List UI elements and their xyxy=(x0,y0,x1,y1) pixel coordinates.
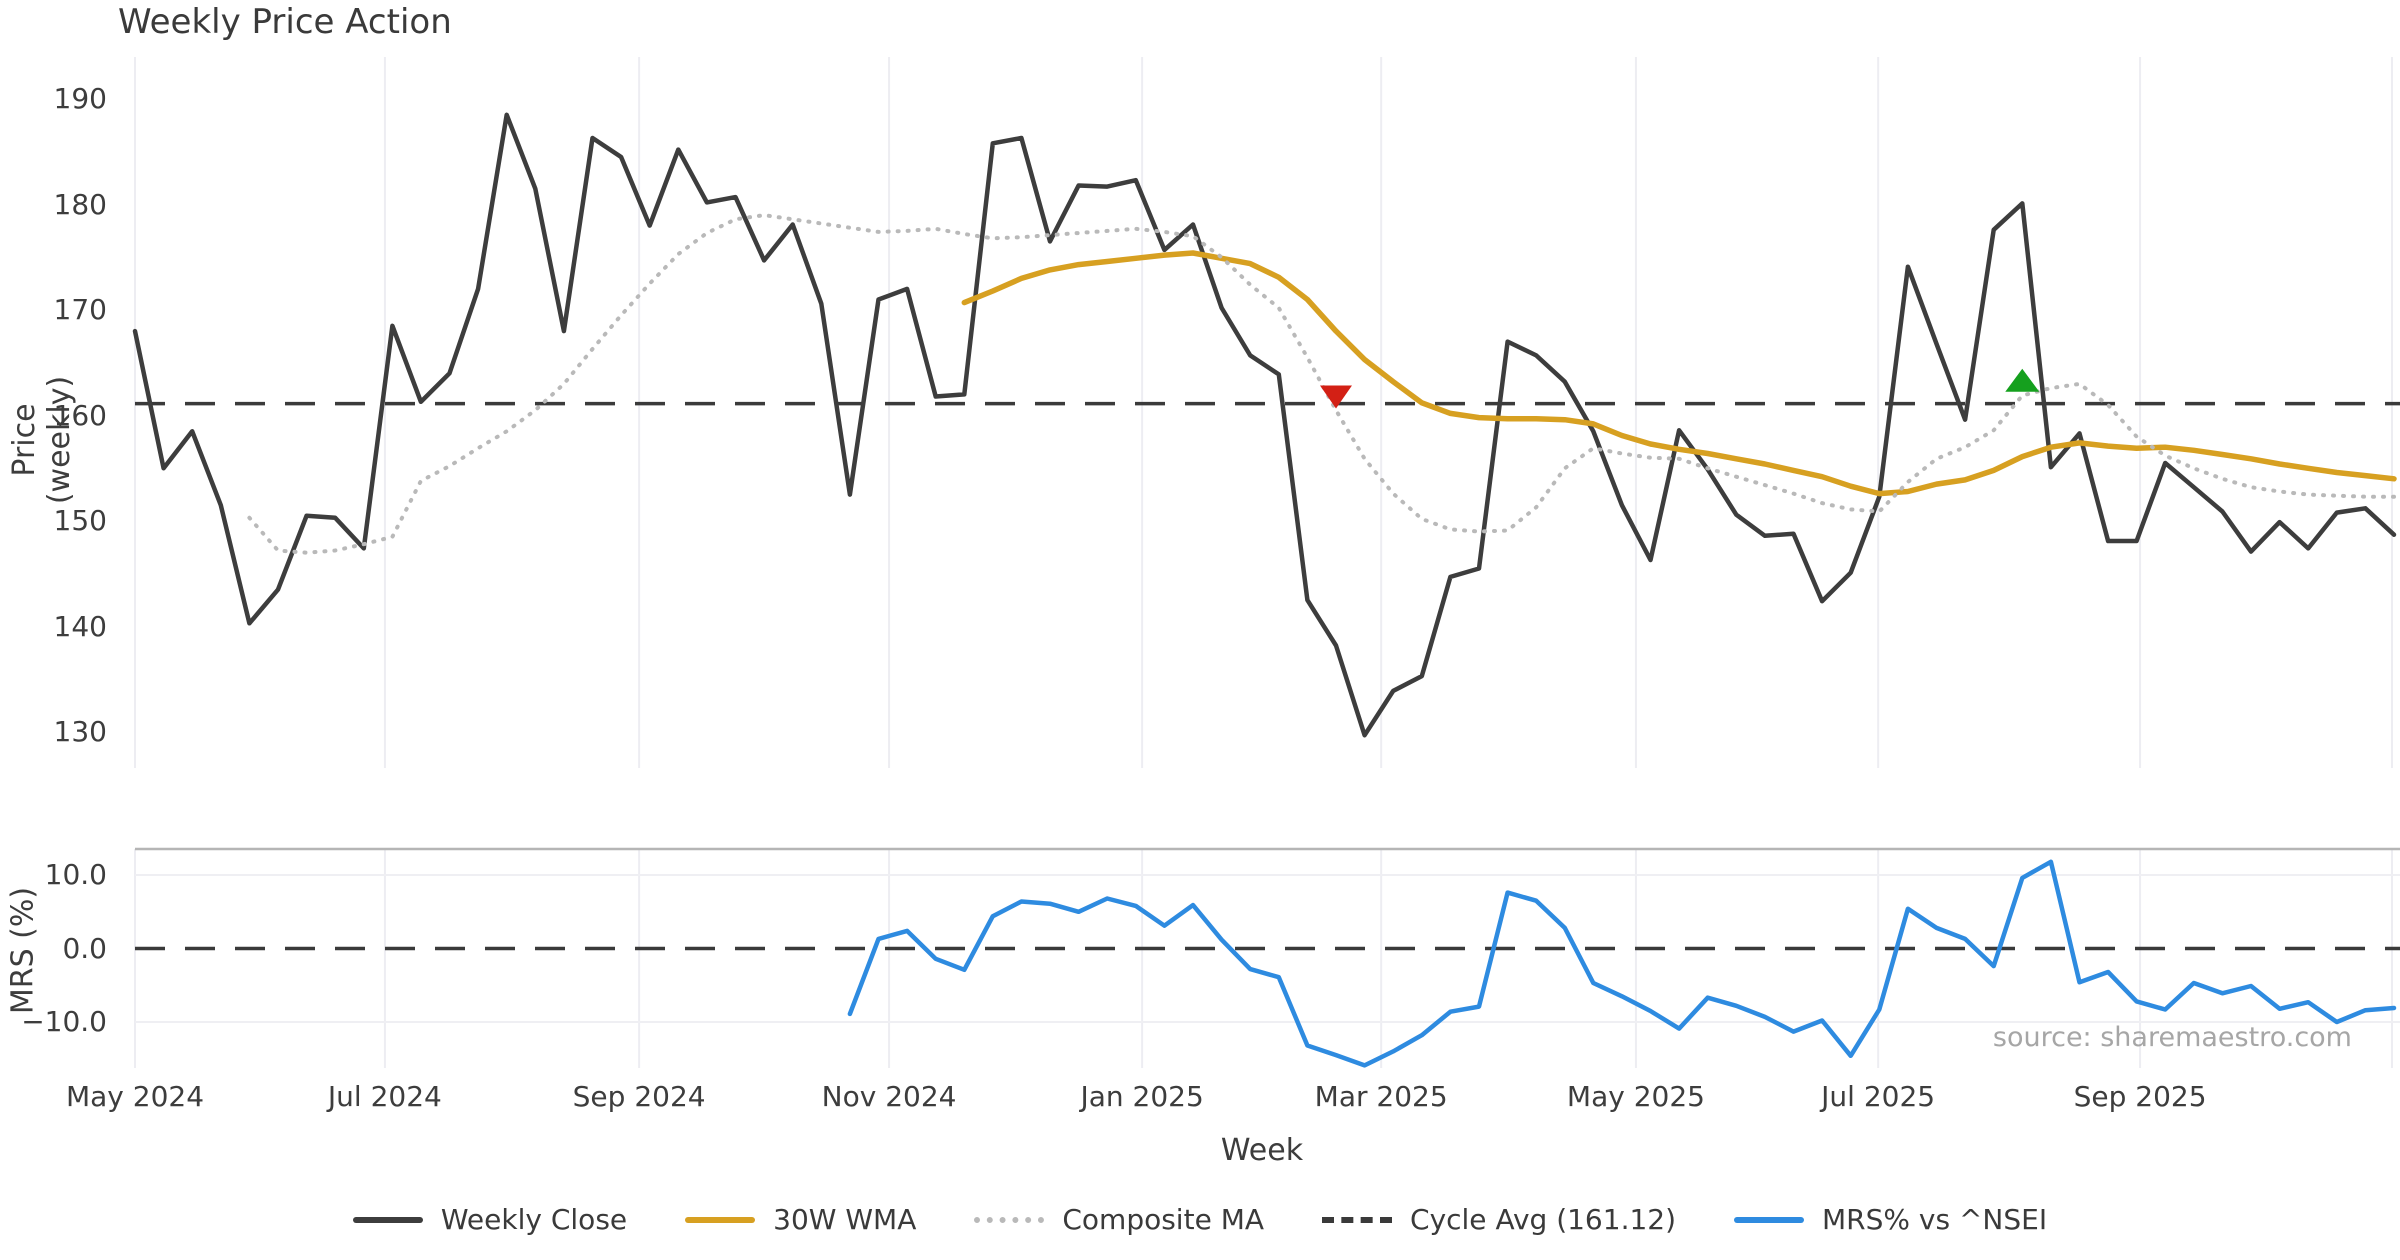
solid-line-swatch-icon xyxy=(685,1216,756,1223)
legend-item-30w-wma: 30W WMA xyxy=(685,1203,916,1236)
legend-item-cycle-avg-161-12-: Cycle Avg (161.12) xyxy=(1322,1203,1676,1236)
y-tick-label: 180 xyxy=(53,187,107,221)
source-credit: source: sharemaestro.com xyxy=(1992,1022,2352,1053)
x-tick-label: May 2024 xyxy=(65,1080,205,1113)
dashed-line-swatch-icon xyxy=(1322,1216,1393,1223)
chart-legend: Weekly Close 30W WMA Composite MA Cycle Avg… xyxy=(0,1203,2400,1236)
sell-signal-marker-icon xyxy=(1319,385,1352,409)
dotted-line-swatch-icon xyxy=(974,1216,1045,1223)
legend-label: Cycle Avg (161.12) xyxy=(1410,1203,1677,1236)
legend-label: 30W WMA xyxy=(773,1203,917,1236)
legend-item-weekly-close: Weekly Close xyxy=(352,1203,628,1236)
y-tick-label: 190 xyxy=(53,82,107,115)
buy-signal-marker-icon xyxy=(2005,368,2040,392)
y-tick-label: 150 xyxy=(53,504,107,537)
series-composite-ma xyxy=(247,213,2396,555)
x-tick-label: Sep 2024 xyxy=(572,1080,706,1113)
series-mrs-vs-nsei xyxy=(847,859,2397,1068)
chart-title: Weekly Price Action xyxy=(118,2,452,42)
legend-item-composite-ma: Composite MA xyxy=(974,1203,1264,1236)
x-tick-label: Sep 2025 xyxy=(2073,1080,2207,1113)
x-axis-label: Week xyxy=(1220,1133,1304,1168)
y-tick-label: 140 xyxy=(53,609,107,643)
legend-item-mrs-vs-nsei: MRS% vs ^NSEI xyxy=(1734,1203,2047,1236)
x-tick-label: Jan 2025 xyxy=(1080,1080,1204,1113)
x-tick-label: Nov 2024 xyxy=(821,1080,957,1113)
legend-label: MRS% vs ^NSEI xyxy=(1822,1203,2048,1236)
x-tick-label: Jul 2024 xyxy=(327,1080,442,1113)
solid-line-swatch-icon xyxy=(1734,1216,1805,1223)
legend-label: Composite MA xyxy=(1062,1203,1265,1236)
x-tick-label: May 2025 xyxy=(1566,1080,1705,1113)
legend-label: Weekly Close xyxy=(440,1203,628,1236)
series-30w-wma xyxy=(961,250,2397,497)
y-tick-label: 0.0 xyxy=(62,931,107,965)
x-tick-label: Mar 2025 xyxy=(1314,1080,1448,1113)
y-tick-label: 170 xyxy=(53,293,107,326)
y-tick-label: 160 xyxy=(53,398,107,432)
series-weekly-close xyxy=(132,112,2397,738)
x-tick-label: Jul 2025 xyxy=(1821,1080,1936,1113)
y-tick-label: 130 xyxy=(53,715,107,748)
y-tick-label: 10.0 xyxy=(44,858,107,891)
solid-line-swatch-icon xyxy=(352,1216,423,1223)
y-tick-label: −10.0 xyxy=(21,1005,107,1038)
